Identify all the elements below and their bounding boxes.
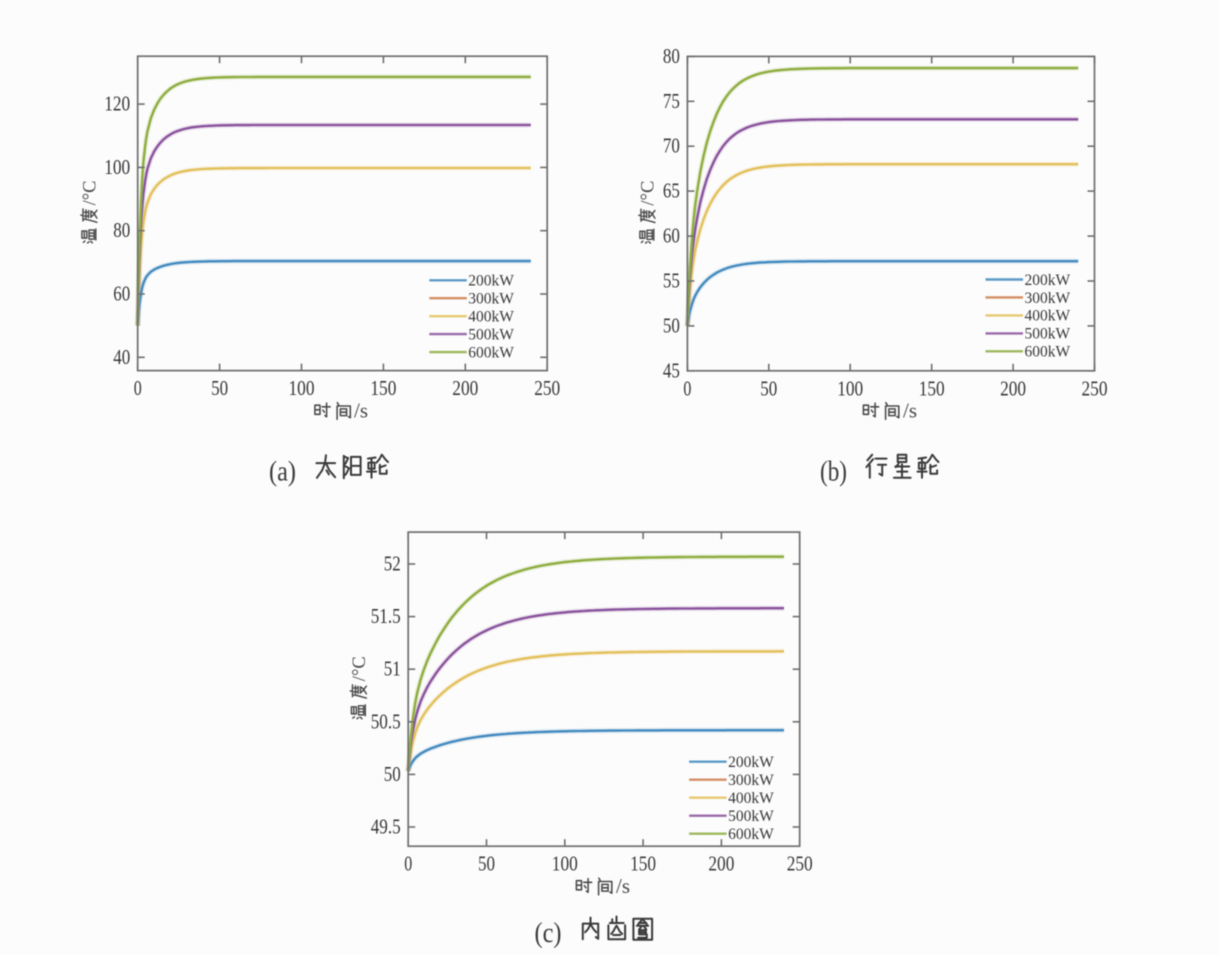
svg-text:500kW: 500kW <box>468 326 514 343</box>
svg-text:/s: /s <box>354 399 368 423</box>
svg-text:300kW: 300kW <box>1025 290 1071 307</box>
svg-text:400kW: 400kW <box>728 790 774 807</box>
svg-text:52: 52 <box>384 552 401 576</box>
svg-text:0: 0 <box>134 376 142 400</box>
svg-text:51: 51 <box>384 657 401 681</box>
svg-text:50.5: 50.5 <box>371 709 401 733</box>
svg-text:100: 100 <box>837 376 863 400</box>
svg-text:50: 50 <box>384 762 401 786</box>
svg-text:200kW: 200kW <box>728 754 774 771</box>
svg-text:50: 50 <box>663 313 680 337</box>
svg-text:70: 70 <box>663 134 680 158</box>
svg-text:150: 150 <box>630 852 656 876</box>
svg-text:75: 75 <box>663 89 680 113</box>
svg-text:80: 80 <box>663 44 680 68</box>
svg-text:0: 0 <box>404 852 412 876</box>
svg-text:500kW: 500kW <box>1025 326 1071 343</box>
svg-text:80: 80 <box>113 218 130 242</box>
svg-text:400kW: 400kW <box>468 309 514 326</box>
svg-text:200kW: 200kW <box>1025 272 1071 289</box>
svg-text:200: 200 <box>1000 376 1026 400</box>
svg-text:60: 60 <box>113 282 130 306</box>
svg-text:(b): (b) <box>820 456 847 488</box>
svg-text:600kW: 600kW <box>728 826 774 843</box>
svg-text:55: 55 <box>663 269 680 293</box>
svg-text:65: 65 <box>663 179 680 203</box>
svg-text:250: 250 <box>1082 376 1108 400</box>
svg-text:60: 60 <box>663 224 680 248</box>
svg-text:50: 50 <box>760 376 777 400</box>
svg-text:200kW: 200kW <box>468 273 514 290</box>
svg-text:(a): (a) <box>269 456 296 488</box>
svg-text:/°C: /°C <box>350 656 370 681</box>
svg-text:200: 200 <box>452 376 478 400</box>
svg-text:(c): (c) <box>535 917 562 949</box>
svg-text:100: 100 <box>552 852 578 876</box>
svg-text:45: 45 <box>663 358 680 382</box>
svg-text:250: 250 <box>534 376 560 400</box>
svg-text:50: 50 <box>211 376 228 400</box>
svg-text:600kW: 600kW <box>468 344 514 361</box>
svg-text:0: 0 <box>683 376 691 400</box>
svg-text:250: 250 <box>787 852 813 876</box>
svg-text:500kW: 500kW <box>728 808 774 825</box>
svg-text:100: 100 <box>104 155 130 179</box>
svg-text:400kW: 400kW <box>1025 308 1071 325</box>
svg-text:51.5: 51.5 <box>371 604 401 628</box>
svg-text:49.5: 49.5 <box>371 815 401 839</box>
svg-text:/°C: /°C <box>639 181 659 206</box>
svg-text:150: 150 <box>919 376 945 400</box>
svg-text:200: 200 <box>708 852 734 876</box>
svg-text:100: 100 <box>289 376 315 400</box>
svg-text:40: 40 <box>113 345 130 369</box>
svg-text:/°C: /°C <box>81 181 101 206</box>
svg-text:300kW: 300kW <box>728 772 774 789</box>
svg-text:150: 150 <box>370 376 396 400</box>
svg-text:300kW: 300kW <box>468 291 514 308</box>
svg-text:/s: /s <box>616 874 630 898</box>
svg-text:50: 50 <box>478 852 495 876</box>
svg-text:600kW: 600kW <box>1025 344 1071 361</box>
svg-text:/s: /s <box>903 399 917 423</box>
svg-text:120: 120 <box>104 92 130 116</box>
